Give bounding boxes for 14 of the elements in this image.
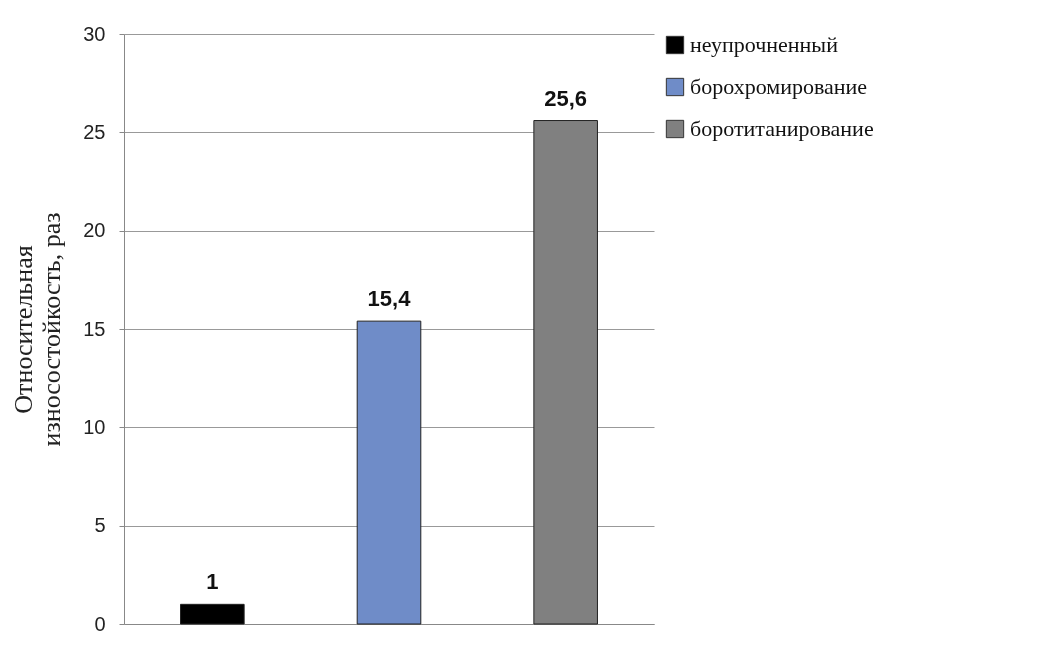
y-tick-label: 5 (94, 514, 106, 537)
data-label: 15,4 (367, 286, 412, 312)
legend-label: неупрочненный (690, 32, 839, 57)
y-tick-label: 20 (83, 219, 106, 242)
y-tick-label: 15 (83, 317, 106, 340)
y-tick-label: 10 (83, 415, 106, 438)
y-axis-title: Относительная износостойкость, раз (9, 212, 67, 447)
data-label: 1 (206, 569, 219, 595)
data-label: 25,6 (544, 85, 588, 111)
y-tick-label: 30 (83, 22, 106, 45)
legend-label: борохромирование (690, 74, 868, 99)
legend-label: боротитанирование (690, 116, 874, 141)
y-tick-label: 25 (83, 120, 106, 143)
y-tick-label: 0 (94, 612, 106, 635)
